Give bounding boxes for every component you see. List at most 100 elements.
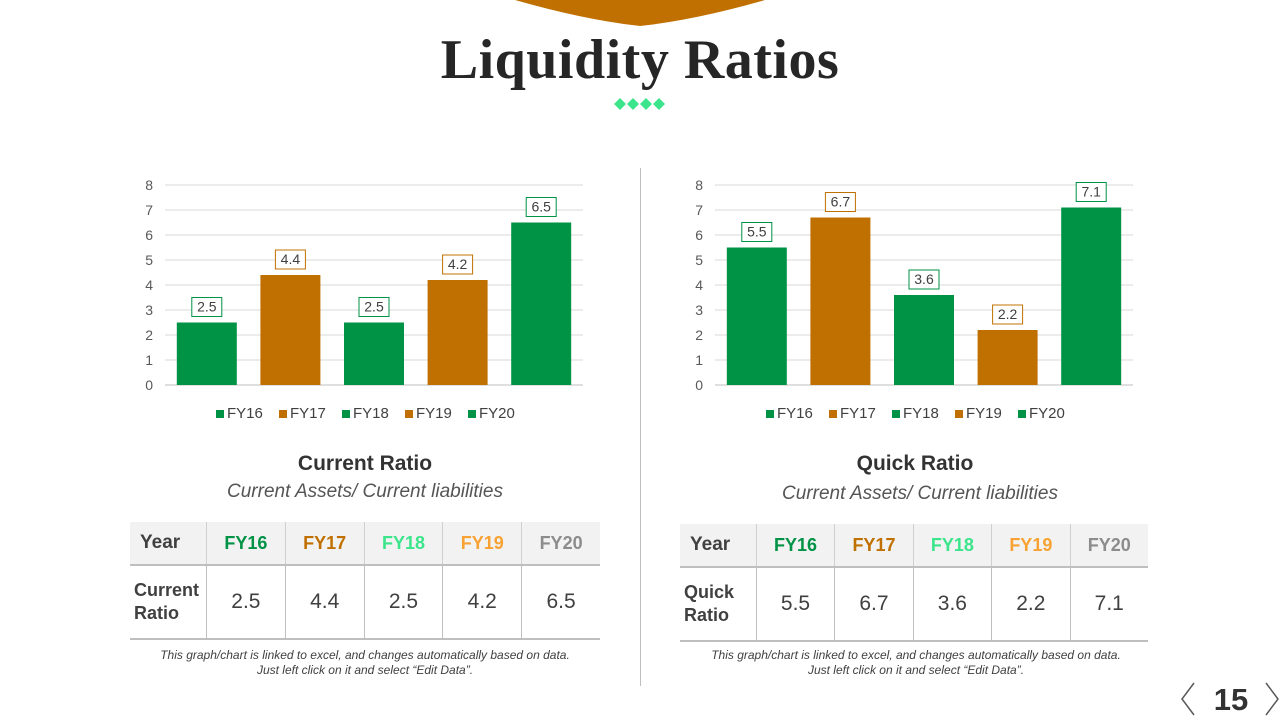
year-header-fy17: FY17 bbox=[834, 524, 914, 568]
legend-label: FY20 bbox=[479, 405, 515, 422]
table-row: Current Ratio 2.5 4.4 2.5 4.2 6.5 bbox=[130, 565, 600, 640]
panel-divider bbox=[640, 168, 641, 686]
chevron-left-icon[interactable] bbox=[1180, 682, 1196, 716]
table-header-row: Year FY16 FY17 FY18 FY19 FY20 bbox=[680, 524, 1148, 568]
current-ratio-title: Current Ratio bbox=[297, 452, 433, 475]
legend-label: FY19 bbox=[416, 405, 452, 422]
year-header-fy20: FY20 bbox=[1070, 524, 1148, 568]
y-tick-label: 2 bbox=[695, 327, 703, 343]
y-tick-label: 8 bbox=[695, 177, 703, 193]
year-header-fy20: FY20 bbox=[521, 522, 600, 566]
row-label-text: Quick Ratio bbox=[684, 582, 735, 625]
legend-label: FY19 bbox=[966, 405, 1002, 422]
page-number: 15 bbox=[1213, 682, 1249, 717]
year-header: Year bbox=[130, 522, 207, 566]
legend-swatch bbox=[342, 410, 350, 418]
row-label: Current Ratio bbox=[130, 565, 207, 640]
data-label: 4.2 bbox=[448, 256, 468, 272]
bar[interactable] bbox=[810, 217, 871, 386]
y-tick-label: 0 bbox=[695, 377, 703, 393]
data-label-box bbox=[274, 249, 306, 270]
quick-ratio-table: Year FY16 FY17 FY18 FY19 FY20 Quick Rati… bbox=[680, 524, 1148, 642]
table-cell: 4.4 bbox=[285, 565, 365, 640]
y-tick-label: 0 bbox=[145, 377, 153, 393]
legend-swatch bbox=[892, 410, 900, 418]
legend-swatch bbox=[405, 410, 413, 418]
bar[interactable] bbox=[427, 280, 488, 385]
data-label-box bbox=[191, 297, 223, 317]
y-tick-label: 8 bbox=[145, 177, 153, 193]
y-tick-label: 5 bbox=[695, 252, 703, 268]
data-label-box bbox=[1075, 182, 1107, 202]
table-cell: 5.5 bbox=[756, 567, 836, 642]
legend-swatch bbox=[829, 410, 837, 418]
data-label: 6.5 bbox=[531, 199, 551, 215]
data-label: 2.2 bbox=[998, 306, 1018, 322]
data-label-box bbox=[525, 197, 557, 217]
year-header-fy16: FY16 bbox=[756, 524, 836, 568]
chevron-right-icon[interactable] bbox=[1264, 682, 1280, 716]
bar[interactable] bbox=[894, 295, 954, 385]
page-navigation: 15 bbox=[1180, 680, 1280, 720]
table-cell: 6.5 bbox=[521, 565, 600, 640]
table-cell: 6.7 bbox=[834, 567, 914, 642]
data-label: 4.4 bbox=[281, 251, 301, 267]
y-tick-label: 1 bbox=[145, 352, 153, 368]
data-label-box bbox=[992, 304, 1024, 325]
page-title: Liquidity Ratios bbox=[440, 29, 840, 91]
quick-ratio-subtitle: Current Assets/ Current liabilities bbox=[782, 483, 1058, 504]
note-line-2: Just left click on it and select “Edit D… bbox=[807, 663, 1025, 677]
year-header-fy19: FY19 bbox=[991, 524, 1071, 568]
data-label: 2.5 bbox=[197, 299, 217, 315]
bar[interactable] bbox=[176, 322, 237, 386]
table-cell: 2.5 bbox=[206, 565, 286, 640]
note-line-1: This graph/chart is linked to excel, and… bbox=[160, 648, 570, 662]
quick-ratio-title: Quick Ratio bbox=[856, 452, 974, 475]
data-label: 3.6 bbox=[914, 271, 934, 287]
y-tick-label: 7 bbox=[145, 202, 153, 218]
legend-label: FY16 bbox=[227, 405, 263, 422]
legend-label: FY18 bbox=[903, 405, 939, 422]
note-line-2: Just left click on it and select “Edit D… bbox=[256, 663, 474, 677]
data-label-box bbox=[908, 269, 940, 290]
title-tab-decoration bbox=[515, 0, 765, 26]
bar[interactable] bbox=[1061, 207, 1122, 386]
bar[interactable] bbox=[977, 330, 1038, 385]
y-tick-label: 1 bbox=[695, 352, 703, 368]
current-ratio-table: Year FY16 FY17 FY18 FY19 FY20 Current Ra… bbox=[130, 522, 600, 640]
y-tick-label: 4 bbox=[695, 277, 703, 293]
y-tick-label: 6 bbox=[695, 227, 703, 243]
data-label-box bbox=[358, 297, 390, 317]
bar[interactable] bbox=[344, 322, 404, 386]
chart-note: This graph/chart is linked to excel, and… bbox=[125, 648, 605, 678]
data-label: 5.5 bbox=[747, 224, 767, 240]
y-tick-label: 6 bbox=[145, 227, 153, 243]
legend-swatch bbox=[468, 410, 476, 418]
quick-ratio-chart[interactable]: 0 1 2 3 4 5 6 7 8 5.5 6.7 3.6 2.2 7.1 FY16 FY17 FY18 FY19… bbox=[680, 170, 1150, 435]
table-cell: 4.2 bbox=[442, 565, 523, 640]
data-label-box bbox=[442, 254, 474, 275]
chart-note: This graph/chart is linked to excel, and… bbox=[676, 648, 1156, 678]
legend-swatch bbox=[766, 410, 774, 418]
legend-label: FY17 bbox=[290, 405, 326, 422]
current-ratio-chart[interactable]: 0 1 2 3 4 5 6 7 8 2.5 4.4 2.5 4.2 6.5 FY16 FY17 FY18 FY19… bbox=[130, 170, 600, 435]
legend-label: FY20 bbox=[1029, 405, 1065, 422]
year-header-fy18: FY18 bbox=[364, 522, 444, 566]
year-header-fy17: FY17 bbox=[285, 522, 365, 566]
bar[interactable] bbox=[726, 247, 787, 386]
legend-label: FY16 bbox=[777, 405, 813, 422]
bar[interactable] bbox=[260, 275, 321, 385]
legend-swatch bbox=[216, 410, 224, 418]
data-label-box bbox=[824, 192, 856, 212]
y-tick-label: 2 bbox=[145, 327, 153, 343]
table-cell: 2.5 bbox=[364, 565, 444, 640]
note-line-1: This graph/chart is linked to excel, and… bbox=[711, 648, 1121, 662]
y-tick-label: 3 bbox=[695, 302, 703, 318]
year-header: Year bbox=[680, 524, 757, 568]
data-label: 2.5 bbox=[364, 299, 384, 315]
row-label-text: Current Ratio bbox=[134, 580, 200, 623]
bar[interactable] bbox=[511, 222, 572, 386]
y-tick-label: 7 bbox=[695, 202, 703, 218]
data-label: 6.7 bbox=[831, 194, 851, 210]
table-cell: 3.6 bbox=[913, 567, 993, 642]
